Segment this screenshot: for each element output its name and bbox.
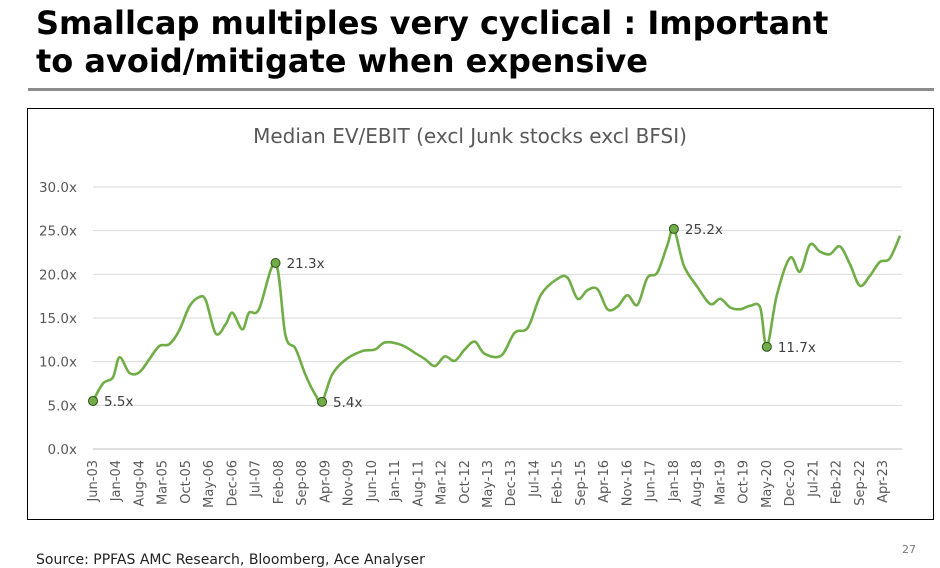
x-tick-label: Sep-08 xyxy=(295,460,310,506)
series-line xyxy=(91,227,901,405)
y-tick-label: 10.0x xyxy=(39,355,77,371)
x-tick-label: Nov-16 xyxy=(620,460,635,506)
x-tick-label: Jul-07 xyxy=(249,460,264,498)
x-tick-label: Mar-05 xyxy=(156,460,171,505)
slide-title: Smallcap multiples very cyclical : Impor… xyxy=(36,4,926,80)
x-tick-label: Sep-22 xyxy=(853,460,868,506)
slide-title-line-2: to avoid/mitigate when expensive xyxy=(36,42,648,80)
page-number: 27 xyxy=(902,543,916,556)
x-tick-label: Oct-12 xyxy=(458,460,473,504)
data-label: 21.3x xyxy=(287,256,325,272)
y-tick-label: 30.0x xyxy=(39,180,77,196)
x-tick-label: Aug-18 xyxy=(690,460,705,507)
y-tick-label: 15.0x xyxy=(39,311,77,327)
x-tick-label: Apr-09 xyxy=(318,460,333,503)
data-point-marker xyxy=(88,395,98,406)
x-tick-label: Aug-11 xyxy=(411,460,426,507)
data-point-marker xyxy=(317,396,328,407)
y-tick-label: 20.0x xyxy=(39,267,77,283)
data-label: 11.7x xyxy=(778,340,816,356)
x-tick-label: Mar-19 xyxy=(713,460,728,505)
x-tick-label: Oct-19 xyxy=(737,460,752,504)
data-label: 5.5x xyxy=(104,394,133,410)
source-note: Source: PPFAS AMC Research, Bloomberg, A… xyxy=(36,552,425,568)
x-tick-label: Dec-06 xyxy=(225,460,240,506)
y-tick-label: 25.0x xyxy=(39,224,77,240)
data-point-marker xyxy=(761,341,772,352)
x-tick-label: Jan-11 xyxy=(388,460,403,502)
x-tick-label: Feb-15 xyxy=(551,460,566,504)
x-tick-label: Jan-18 xyxy=(667,460,682,502)
x-tick-label: Apr-16 xyxy=(597,460,612,503)
data-label: 25.2x xyxy=(685,222,723,238)
x-tick-label: Apr-23 xyxy=(876,460,891,503)
x-tick-label: Jun-10 xyxy=(365,460,380,503)
y-tick-label: 5.0x xyxy=(48,398,77,414)
title-divider xyxy=(28,88,934,91)
x-tick-label: Jul-14 xyxy=(527,460,542,498)
x-tick-label: Feb-08 xyxy=(272,460,287,504)
x-tick-label: Dec-13 xyxy=(504,460,519,506)
x-tick-label: Jun-17 xyxy=(644,460,659,503)
x-tick-label: Aug-04 xyxy=(132,460,147,507)
chart-container: Median EV/EBIT (excl Junk stocks excl BF… xyxy=(27,108,934,520)
x-tick-label: Jan-04 xyxy=(109,460,124,502)
x-tick-label: Feb-22 xyxy=(830,460,845,504)
x-tick-label: May-06 xyxy=(202,460,217,508)
x-tick-label: Oct-05 xyxy=(179,460,194,504)
data-point-marker xyxy=(668,223,679,234)
chart-title: Median EV/EBIT (excl Junk stocks excl BF… xyxy=(253,124,687,148)
y-tick-label: 0.0x xyxy=(48,442,77,458)
x-tick-label: May-20 xyxy=(760,460,775,508)
x-tick-label: May-13 xyxy=(481,460,496,508)
x-tick-label: Mar-12 xyxy=(435,460,450,505)
line-chart: Median EV/EBIT (excl Junk stocks excl BF… xyxy=(39,124,902,508)
x-tick-label: Jul-21 xyxy=(806,460,821,498)
x-tick-label: Jun-03 xyxy=(86,460,101,503)
x-tick-label: Sep-15 xyxy=(574,460,589,506)
slide-title-line-1: Smallcap multiples very cyclical : Impor… xyxy=(36,4,829,42)
x-tick-label: Dec-20 xyxy=(783,460,798,506)
data-label: 5.4x xyxy=(333,395,362,411)
x-tick-label: Nov-09 xyxy=(342,460,357,506)
data-point-marker xyxy=(270,257,281,268)
